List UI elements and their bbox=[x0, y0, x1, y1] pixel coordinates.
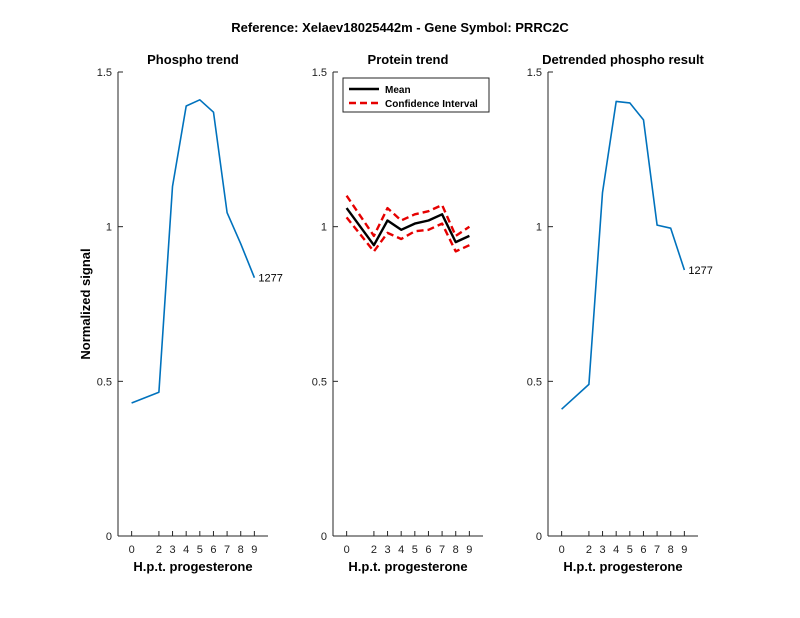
chart-panel-2: 0 0.5 1 1.5 0 2 3 4 5 6 7 8 9 Protein trend H.p.t. pro… bbox=[312, 52, 490, 574]
data-label: 1277 bbox=[258, 273, 282, 285]
x-tick-label: 5 bbox=[197, 544, 203, 556]
x-tick-label: 8 bbox=[453, 544, 459, 556]
series-line bbox=[345, 216, 470, 253]
x-tick-label: 2 bbox=[156, 544, 162, 556]
y-tick-label: 1 bbox=[321, 222, 327, 234]
x-tick-label: 3 bbox=[599, 544, 605, 556]
y-tick-label: 0.5 bbox=[527, 376, 542, 388]
x-tick-label: 6 bbox=[640, 544, 646, 556]
series-line bbox=[131, 99, 256, 404]
panel-title: Phospho trend bbox=[147, 52, 239, 67]
x-tick-label: 6 bbox=[425, 544, 431, 556]
x-tick-label: 7 bbox=[654, 544, 660, 556]
x-tick-label: 4 bbox=[183, 544, 189, 556]
y-tick-label: 1 bbox=[536, 222, 542, 234]
y-tick-label: 0 bbox=[106, 531, 112, 543]
legend: Mean Confidence Interval bbox=[342, 77, 490, 113]
x-tick-label: 9 bbox=[251, 544, 257, 556]
y-axis-label: Normalized signal bbox=[78, 248, 93, 359]
series-line-mean bbox=[345, 207, 470, 247]
y-tick-label: 1 bbox=[106, 222, 112, 234]
x-tick-label: 4 bbox=[398, 544, 404, 556]
x-tick-label: 7 bbox=[224, 544, 230, 556]
x-tick-label: 9 bbox=[681, 544, 687, 556]
legend-entry: Mean bbox=[385, 85, 411, 96]
series-line bbox=[561, 100, 686, 410]
x-tick-label: 5 bbox=[627, 544, 633, 556]
panel-title: Detrended phospho result bbox=[542, 52, 704, 67]
x-axis-label: H.p.t. progesterone bbox=[133, 559, 252, 574]
y-tick-label: 1.5 bbox=[97, 67, 112, 79]
x-tick-label: 2 bbox=[371, 544, 377, 556]
legend-entry: Confidence Interval bbox=[385, 99, 478, 110]
x-tick-label: 9 bbox=[466, 544, 472, 556]
x-tick-label: 6 bbox=[210, 544, 216, 556]
x-tick-label: 2 bbox=[586, 544, 592, 556]
y-tick-label: 0 bbox=[536, 531, 542, 543]
x-tick-label: 3 bbox=[384, 544, 390, 556]
data-label: 1277 bbox=[688, 265, 712, 277]
legend-box bbox=[342, 77, 490, 113]
chart-panel-3: 0 0.5 1 1.5 0 2 3 4 5 6 7 8 9 Detrended phospho resul… bbox=[527, 52, 713, 574]
x-tick-label: 0 bbox=[129, 544, 135, 556]
x-axis-label: H.p.t. progesterone bbox=[348, 559, 467, 574]
x-tick-label: 7 bbox=[439, 544, 445, 556]
y-tick-label: 0 bbox=[321, 531, 327, 543]
y-tick-label: 1.5 bbox=[527, 67, 542, 79]
x-tick-label: 8 bbox=[668, 544, 674, 556]
x-tick-label: 8 bbox=[238, 544, 244, 556]
x-tick-label: 3 bbox=[169, 544, 175, 556]
y-tick-label: 0.5 bbox=[97, 376, 112, 388]
figure-title: Reference: Xelaev18025442m - Gene Symbol… bbox=[231, 20, 569, 35]
y-tick-label: 1.5 bbox=[312, 67, 327, 79]
x-tick-label: 0 bbox=[559, 544, 565, 556]
y-tick-label: 0.5 bbox=[312, 376, 327, 388]
x-tick-label: 5 bbox=[412, 544, 418, 556]
x-axis-label: H.p.t. progesterone bbox=[563, 559, 682, 574]
series-line-confidence-interval bbox=[345, 195, 471, 238]
x-tick-label: 0 bbox=[344, 544, 350, 556]
x-tick-label: 4 bbox=[613, 544, 619, 556]
chart-panel-1: 0 0.5 1 1.5 0 2 3 4 5 6 7 8 9 Phospho trend H.p.t. pro… bbox=[78, 52, 283, 574]
panel-title: Protein trend bbox=[368, 52, 449, 67]
